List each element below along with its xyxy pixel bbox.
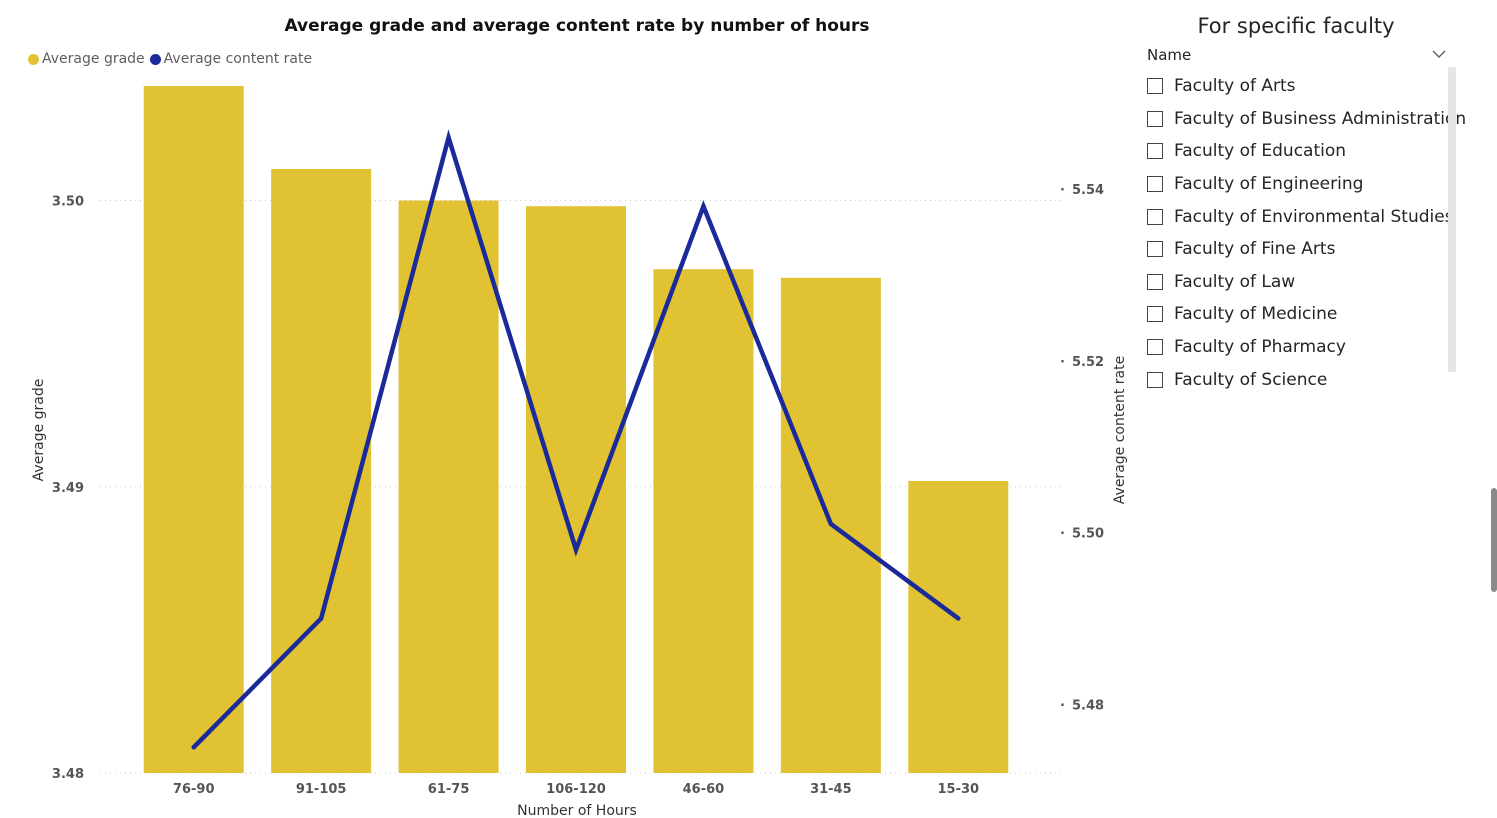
slicer-item[interactable]: Faculty of Medicine [1147,298,1447,331]
legend-marker-average-grade [28,53,39,65]
y2-tick-label: 5.52 [1072,355,1104,370]
x-tick-label: 61-75 [428,782,470,797]
x-tick-label: 31-45 [810,782,852,797]
slicer-item-label: Faculty of Pharmacy [1174,337,1346,358]
slicer-item-label: Faculty of Education [1174,141,1347,162]
checkbox[interactable] [1147,110,1163,127]
chart-title: Average grade and average content rate b… [284,16,870,36]
checkbox[interactable] [1147,208,1163,225]
slicer-item-label: Faculty of Fine Arts [1174,239,1336,260]
x-tick-label: 91-105 [296,782,347,797]
legend-item-average-content-rate[interactable]: Average content rate [149,51,313,67]
slicer-scrollbar[interactable] [1448,67,1456,372]
x-axis-title: Number of Hours [517,803,637,818]
y2-axis-title: Average content rate [1112,356,1128,504]
slicer-item-label: Faculty of Arts [1174,76,1296,97]
slicer-item-label: Faculty of Medicine [1174,304,1338,325]
checkbox[interactable] [1147,371,1163,388]
y-tick-label: 3.50 [52,195,84,210]
line-point [318,616,324,621]
checkbox[interactable] [1147,306,1163,323]
legend-label-average-grade: Average grade [42,51,145,67]
line-point [191,745,196,750]
slicer-item[interactable]: Faculty of Science [1147,363,1447,396]
bar [143,86,244,773]
checkbox[interactable] [1147,241,1163,258]
y-tick-label: 3.49 [52,481,84,496]
chevron-down-icon[interactable] [1431,46,1447,62]
slicer-item-label: Faculty of Business Administration [1174,108,1467,129]
slicer-item[interactable]: Faculty of Engineering [1147,168,1447,201]
slicer-item[interactable]: Faculty of Business Administration [1147,103,1466,136]
line-point [701,204,706,209]
bar [271,169,372,773]
y2-tick-label: · [1060,355,1065,370]
y2-tick-label: · [1060,698,1065,713]
checkbox[interactable] [1147,78,1163,95]
bar [908,481,1009,773]
x-tick-label: 46-60 [683,782,725,797]
line-point [956,616,961,621]
bar [653,269,754,773]
slicer-item[interactable]: Faculty of Education [1147,135,1447,168]
y2-tick-label: 5.54 [1072,183,1104,198]
line-point [446,135,451,140]
legend-item-average-grade[interactable]: Average grade [28,51,145,67]
legend-label-average-content-rate: Average content rate [163,51,313,67]
slicer-item-label: Faculty of Engineering [1174,174,1364,195]
y2-tick-label: · [1060,183,1065,198]
x-tick-label: 106-120 [546,782,606,797]
slicer-title: For specific faculty [1197,14,1395,38]
bar [526,206,626,774]
slicer-item[interactable]: Faculty of Environmental Studies [1147,200,1454,233]
checkbox[interactable] [1147,339,1163,356]
slicer-item-label: Faculty of Science [1174,369,1328,390]
slicer-header[interactable]: Name [1147,46,1449,66]
checkbox[interactable] [1147,176,1163,193]
slicer-item[interactable]: Faculty of Law [1147,266,1447,299]
line-point [573,547,579,552]
slicer-item[interactable]: Faculty of Fine Arts [1147,233,1447,266]
slicer-item-label: Faculty of Law [1174,271,1296,292]
slicer-list: Faculty of Arts Faculty of Business Admin… [1147,70,1466,396]
slicer-item-label: Faculty of Environmental Studies [1174,206,1454,227]
y-tick-label: 3.48 [52,767,84,782]
bar [398,200,499,773]
slicer-header-label: Name [1147,46,1192,64]
legend-marker-average-content-rate [149,53,161,65]
checkbox[interactable] [1147,143,1163,160]
page-scrollbar[interactable] [1491,488,1497,592]
y2-tick-label: · [1060,527,1065,542]
y2-tick-label: 5.48 [1072,698,1104,713]
chart-legend: Average grade Average content rate [28,51,317,67]
slicer-item[interactable]: Faculty of Pharmacy [1147,331,1447,364]
x-tick-label: 15-30 [937,782,979,797]
y2-tick-label: 5.50 [1072,527,1104,542]
y-axis-title: Average grade [31,379,47,482]
x-tick-label: 76-90 [173,782,215,797]
checkbox[interactable] [1147,273,1163,290]
line-point [828,521,834,527]
slicer-item[interactable]: Faculty of Arts [1147,70,1447,103]
combo-chart: 3.48 3.49 3.50 · 5.48 · 5.50 · 5.52 · 5.54 76-90 91-… [31,86,1128,818]
